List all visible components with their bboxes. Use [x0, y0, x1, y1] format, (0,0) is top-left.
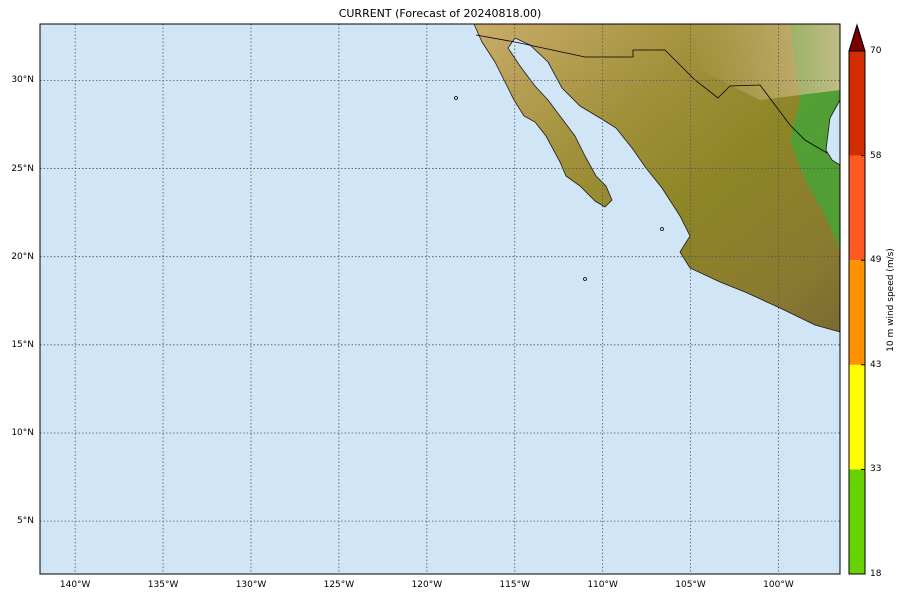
island	[660, 227, 664, 231]
country-border	[475, 34, 828, 154]
gridlines	[40, 24, 840, 574]
colorbar-bin	[849, 51, 865, 156]
colorbar-bin	[849, 469, 865, 574]
land-mexico	[473, 24, 840, 333]
colorbar-bin	[849, 155, 865, 261]
gulf-of-mexico	[825, 99, 840, 166]
map-frame	[39, 23, 841, 575]
map-title: CURRENT (Forecast of 20240818.00)	[338, 7, 542, 20]
colorbar-label: 10 m wind speed (m/s)	[886, 248, 896, 352]
colorbar-frame	[848, 50, 866, 575]
colorbar-extend-arrow	[848, 23, 866, 52]
island	[583, 277, 587, 281]
colorbar-bin	[849, 260, 865, 365]
island	[454, 96, 458, 100]
highlands	[690, 24, 840, 100]
colorbar	[848, 23, 866, 575]
colorbar-bin	[849, 364, 865, 470]
